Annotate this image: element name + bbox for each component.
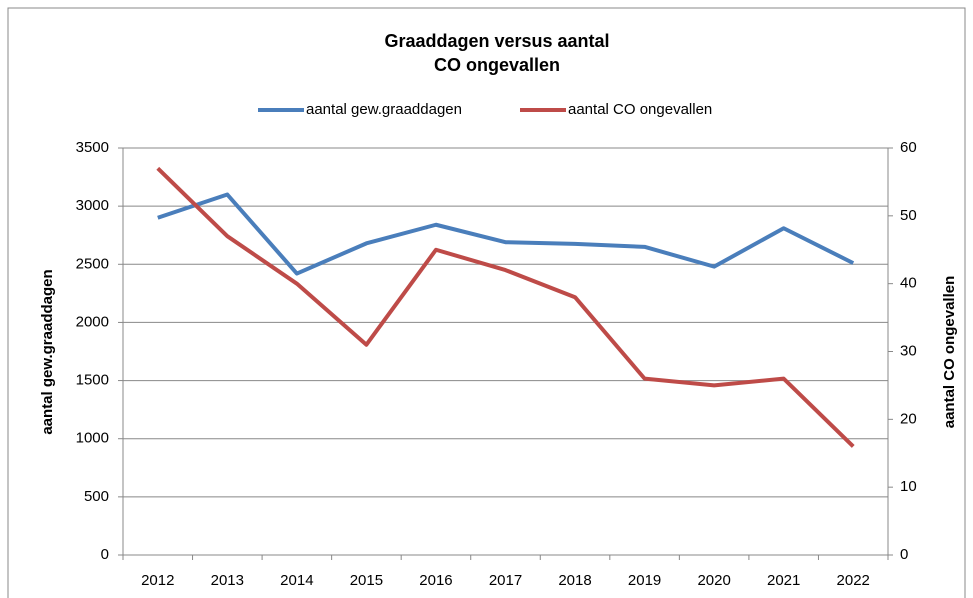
x-tick-label: 2014 [280, 572, 313, 589]
y-tick-label: 3000 [76, 197, 109, 214]
legend-label: aantal gew.graaddagen [306, 101, 462, 118]
x-tick-label: 2016 [419, 572, 452, 589]
y-tick-label: 3500 [76, 139, 109, 156]
y-axis-label: aantal gew.graaddagen [39, 269, 56, 434]
y2-tick-label: 40 [900, 275, 917, 292]
y2-tick-label: 0 [900, 546, 908, 563]
y2-tick-label: 60 [900, 139, 917, 156]
chart-title: Graaddagen versus aantal [384, 31, 609, 51]
x-tick-label: 2015 [350, 572, 383, 589]
y-tick-label: 2500 [76, 255, 109, 272]
y-tick-label: 500 [84, 488, 109, 505]
x-tick-label: 2022 [837, 572, 870, 589]
x-tick-label: 2013 [211, 572, 244, 589]
x-tick-label: 2020 [697, 572, 730, 589]
y-tick-label: 2000 [76, 313, 109, 330]
line-series [157, 192, 855, 276]
y-tick-label: 0 [101, 546, 109, 563]
legend-label: aantal CO ongevallen [568, 101, 712, 118]
line-series [156, 166, 855, 448]
y2-axis-label: aantal CO ongevallen [941, 276, 958, 429]
y-tick-label: 1500 [76, 372, 109, 389]
y2-tick-label: 10 [900, 478, 917, 495]
x-tick-label: 2012 [141, 572, 174, 589]
y2-tick-label: 20 [900, 410, 917, 427]
x-tick-label: 2021 [767, 572, 800, 589]
x-tick-label: 2018 [558, 572, 591, 589]
y-tick-label: 1000 [76, 430, 109, 447]
y2-tick-label: 30 [900, 342, 917, 359]
y2-tick-label: 50 [900, 207, 917, 224]
chart-border [7, 7, 966, 598]
x-tick-label: 2017 [489, 572, 522, 589]
x-tick-label: 2019 [628, 572, 661, 589]
chart-title: CO ongevallen [434, 55, 560, 75]
